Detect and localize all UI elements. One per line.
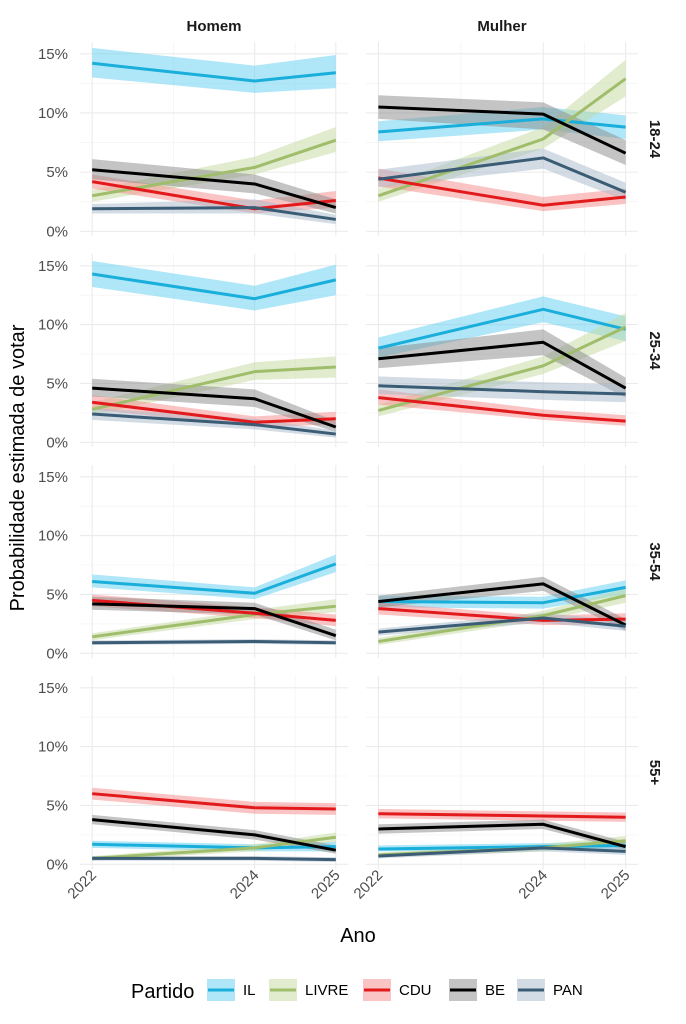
series-line-pan: [92, 640, 336, 645]
series-line-livre: [91, 365, 336, 411]
series-line-be: [378, 822, 627, 849]
ci-band-cdu: [92, 395, 336, 427]
legend-item-cdu: CDU: [363, 979, 432, 1001]
y-tick-label: 15%: [38, 469, 68, 486]
y-tick-label: 5%: [46, 375, 68, 392]
legend-item-livre: LIVRE: [269, 979, 348, 1001]
ci-band-be: [378, 329, 626, 398]
series-line-il: [378, 585, 626, 605]
series-line-livre: [377, 77, 627, 198]
panel-18-24-mulher: [366, 42, 638, 236]
y-tick-label: 5%: [46, 586, 68, 603]
x-tick-label: 2024: [227, 867, 263, 903]
y-tick-label: 5%: [46, 164, 68, 181]
x-tick-label: 2022: [64, 867, 100, 903]
legend-label: PAN: [553, 982, 583, 999]
series-line-be: [92, 386, 337, 429]
x-tick-label: 2024: [515, 867, 551, 903]
y-tick-label: 15%: [38, 46, 68, 63]
x-tick-label: 2025: [598, 867, 634, 903]
y-axis-title: Probabilidade estimada de votar: [7, 324, 29, 611]
panels-layer: [80, 42, 638, 869]
series-line-il: [92, 562, 337, 595]
series-line-be: [378, 105, 627, 155]
y-tick-label: 0%: [46, 645, 68, 662]
legend-title: Partido: [131, 981, 194, 1003]
legend-label: CDU: [399, 982, 432, 999]
y-tick-label: 10%: [38, 105, 68, 122]
series-line-livre: [377, 325, 627, 412]
x-tick-label: 2025: [308, 867, 344, 903]
row-strip-label: 18-24: [646, 120, 663, 159]
series-line-livre: [92, 835, 337, 860]
ci-band-be: [92, 596, 336, 641]
panel-25-34-homem: [80, 254, 348, 447]
y-tick-label: 10%: [38, 739, 68, 756]
panel-35-54-mulher: [366, 465, 638, 658]
series-line-il: [91, 272, 337, 301]
series-line-cdu: [378, 812, 626, 819]
column-strip-label: Mulher: [477, 18, 526, 35]
panel-25-34-mulher: [366, 254, 638, 447]
legend: Partido IL LIVRE CDU BE PAN: [131, 979, 583, 1003]
panel-55+-mulher: [366, 676, 638, 869]
y-tick-label: 15%: [38, 680, 68, 697]
row-strip-label: 25-34: [646, 331, 663, 370]
series-line-cdu: [378, 396, 626, 423]
ci-band-be: [92, 159, 336, 214]
ci-band-il: [92, 47, 336, 93]
x-axis-title: Ano: [340, 925, 376, 947]
series-line-livre: [378, 594, 626, 644]
panel-35-54-homem: [80, 465, 348, 658]
series-line-pan: [378, 384, 626, 396]
legend-label: BE: [485, 982, 505, 999]
x-tick-label: 2022: [351, 867, 387, 903]
series-line-be: [92, 602, 337, 638]
panel-18-24-homem: [80, 42, 348, 236]
series-line-pan: [378, 156, 627, 194]
column-strip-label: Homem: [186, 18, 241, 35]
y-tick-label: 10%: [38, 317, 68, 334]
y-tick-label: 15%: [38, 258, 68, 275]
series-line-il: [92, 61, 336, 83]
legend-label: LIVRE: [305, 982, 348, 999]
series-line-pan: [92, 206, 337, 221]
series-line-cdu: [91, 400, 336, 424]
y-tick-label: 10%: [38, 528, 68, 545]
axes-layer: Homem Mulher 18-24 25-34 35-54 55+ 0% 5% 10% 15% 0…: [38, 18, 663, 902]
panel-background: [80, 676, 348, 869]
ci-band-be: [378, 576, 626, 631]
y-tick-label: 0%: [46, 434, 68, 451]
panel-55+-homem: [80, 676, 348, 869]
series-line-cdu: [378, 607, 626, 622]
series-line-cdu: [378, 176, 626, 207]
ci-band-be: [378, 95, 626, 166]
ci-band-pan: [378, 148, 626, 201]
y-tick-label: 0%: [46, 856, 68, 873]
series-line-pan: [92, 412, 336, 436]
y-tick-label: 5%: [46, 797, 68, 814]
ci-band-il: [92, 261, 336, 311]
ci-band-il: [92, 554, 336, 600]
row-strip-label: 35-54: [646, 542, 663, 581]
series-line-il: [378, 307, 626, 350]
series-line-pan: [92, 856, 336, 862]
y-tick-label: 0%: [46, 223, 68, 240]
legend-item-pan: PAN: [517, 979, 583, 1001]
series-line-cdu: [92, 792, 336, 811]
series-line-be: [92, 818, 337, 852]
series-line-il: [378, 117, 626, 134]
series-line-be: [378, 582, 627, 627]
series-line-pan: [378, 846, 626, 858]
series-line-be: [378, 340, 627, 390]
legend-item-be: BE: [449, 979, 505, 1001]
series-line-pan: [378, 616, 626, 634]
series-line-livre: [91, 138, 337, 198]
legend-item-il: IL: [207, 979, 256, 1001]
series-line-be: [92, 168, 337, 210]
row-strip-label: 55+: [646, 760, 663, 786]
legend-label: IL: [243, 982, 256, 999]
